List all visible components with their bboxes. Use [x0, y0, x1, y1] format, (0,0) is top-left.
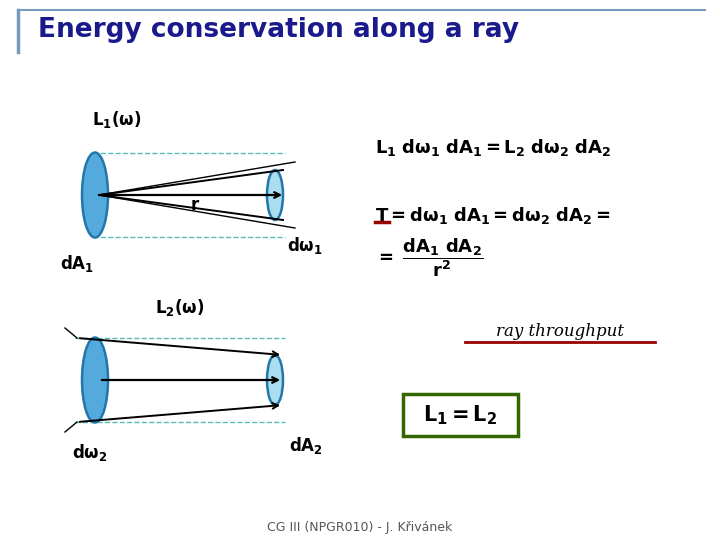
Text: $\mathbf{L_1 = L_2}$: $\mathbf{L_1 = L_2}$	[423, 403, 497, 427]
Text: ray throughput: ray throughput	[496, 323, 624, 340]
Text: $\mathbf{=\ \dfrac{dA_1\ dA_2}{r^2}}$: $\mathbf{=\ \dfrac{dA_1\ dA_2}{r^2}}$	[375, 237, 483, 279]
Text: $\mathbf{dA_2}$: $\mathbf{dA_2}$	[289, 435, 323, 456]
Text: $\mathbf{L_2(\omega)}$: $\mathbf{L_2(\omega)}$	[156, 297, 204, 318]
Ellipse shape	[82, 338, 108, 422]
Ellipse shape	[267, 355, 283, 405]
Text: CG III (NPGR010) - J. Křivánek: CG III (NPGR010) - J. Křivánek	[267, 522, 453, 535]
FancyBboxPatch shape	[402, 394, 518, 436]
Text: $\mathbf{L_1(\omega)}$: $\mathbf{L_1(\omega)}$	[92, 109, 142, 130]
Text: $\mathbf{dA_1}$: $\mathbf{dA_1}$	[60, 253, 94, 274]
Ellipse shape	[267, 170, 283, 220]
Text: $\mathbf{r}$: $\mathbf{r}$	[190, 196, 200, 214]
Text: $\mathbf{L_1\ d\omega_1\ dA_1 = L_2\ d\omega_2\ dA_2}$: $\mathbf{L_1\ d\omega_1\ dA_1 = L_2\ d\o…	[375, 138, 611, 159]
Ellipse shape	[82, 152, 108, 238]
Text: Energy conservation along a ray: Energy conservation along a ray	[38, 17, 519, 43]
Text: $\mathbf{T = d\omega_1\ dA_1 = d\omega_2\ dA_2 =}$: $\mathbf{T = d\omega_1\ dA_1 = d\omega_2…	[375, 205, 611, 226]
Text: $\mathbf{d\omega_2}$: $\mathbf{d\omega_2}$	[72, 442, 108, 463]
Text: $\mathbf{d\omega_1}$: $\mathbf{d\omega_1}$	[287, 235, 323, 256]
